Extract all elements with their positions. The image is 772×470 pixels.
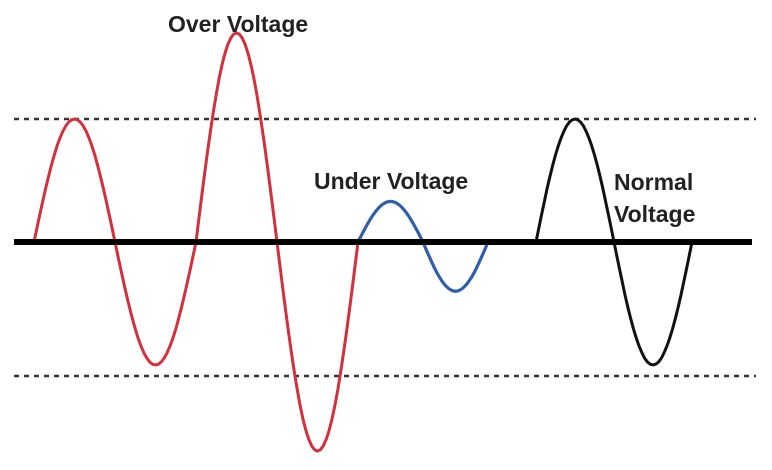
under-voltage-label: Under Voltage bbox=[314, 168, 468, 194]
under-voltage-wave bbox=[356, 199, 490, 293]
normal-voltage-label-line2: Voltage bbox=[614, 201, 695, 227]
normal-voltage-label-line1: Normal bbox=[614, 169, 693, 195]
over-voltage-label: Over Voltage bbox=[168, 11, 308, 37]
